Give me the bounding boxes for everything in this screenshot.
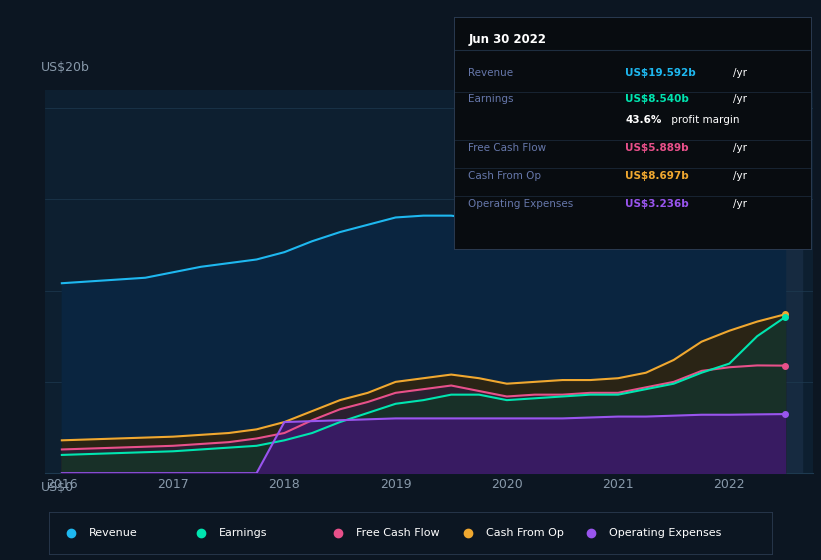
Text: Revenue: Revenue (89, 529, 138, 538)
Text: /yr: /yr (732, 143, 746, 153)
Text: US$0: US$0 (41, 481, 75, 494)
Text: US$5.889b: US$5.889b (626, 143, 689, 153)
Text: Free Cash Flow: Free Cash Flow (356, 529, 440, 538)
Text: /yr: /yr (732, 171, 746, 181)
Text: Cash From Op: Cash From Op (486, 529, 564, 538)
Text: /yr: /yr (732, 94, 746, 104)
Bar (618, 90, 801, 473)
Text: Cash From Op: Cash From Op (468, 171, 541, 181)
Text: US$19.592b: US$19.592b (626, 68, 696, 78)
Text: US$20b: US$20b (41, 61, 90, 74)
Text: 43.6%: 43.6% (626, 115, 662, 125)
Text: Earnings: Earnings (219, 529, 268, 538)
Text: Revenue: Revenue (468, 68, 513, 78)
Text: Free Cash Flow: Free Cash Flow (468, 143, 547, 153)
Text: profit margin: profit margin (668, 115, 740, 125)
Text: US$8.540b: US$8.540b (626, 94, 690, 104)
Text: /yr: /yr (732, 68, 746, 78)
Text: /yr: /yr (732, 199, 746, 209)
Text: US$8.697b: US$8.697b (626, 171, 689, 181)
Text: Operating Expenses: Operating Expenses (609, 529, 722, 538)
Text: Jun 30 2022: Jun 30 2022 (468, 33, 546, 46)
Text: Operating Expenses: Operating Expenses (468, 199, 574, 209)
Text: US$3.236b: US$3.236b (626, 199, 689, 209)
Text: Earnings: Earnings (468, 94, 514, 104)
